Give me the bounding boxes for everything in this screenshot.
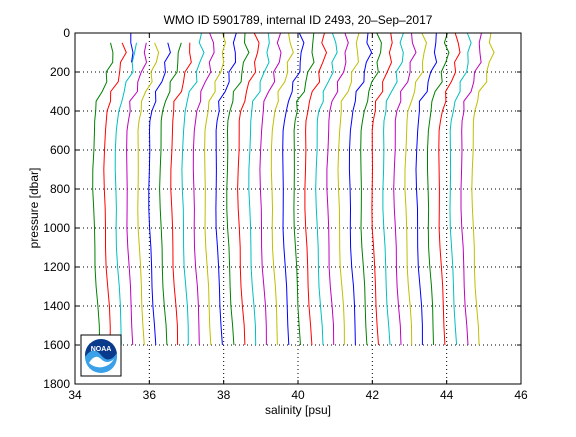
profile-line [438,32,461,346]
logo-text: NOAA [91,346,112,353]
profile-line [259,32,282,346]
profile-line [126,42,148,346]
ticks [74,32,522,385]
profile-line [103,42,127,346]
profile-line [404,32,428,346]
profile-line [304,32,328,346]
profile-line [360,32,382,346]
y-tick-label: 1000 [43,221,70,235]
profile-line [449,32,472,346]
profile-line [471,32,495,346]
y-tick-label: 1600 [43,338,70,352]
x-tick-labels: 34 36 38 40 42 44 46 [68,388,528,402]
y-tick-label: 400 [50,104,70,118]
x-tick-label: 46 [514,388,528,402]
profile-line [393,32,417,346]
profile-line [326,32,349,346]
x-tick-label: 38 [217,388,231,402]
profile-line [114,42,137,346]
profile-line [460,32,482,346]
chart-title: WMO ID 5901789, internal ID 2493, 20–Sep… [164,13,433,27]
grid [75,33,521,384]
y-tick-labels: 0 200 400 600 800 1000 1200 1400 1600 1800 [43,26,70,391]
profile-line [337,32,360,346]
y-tick-label: 1200 [43,260,70,274]
profile-line [282,32,305,346]
x-tick-label: 36 [143,388,157,402]
x-tick-label: 40 [291,388,305,402]
profile-line [148,42,171,346]
logo-gull [89,356,114,368]
x-tick-label: 44 [440,388,454,402]
profile-line [137,42,160,346]
profile-line [270,32,294,346]
profile-line [382,32,404,346]
profile-line [215,32,237,346]
profiles [92,32,495,346]
profile-line [204,32,227,346]
profile-line [348,32,373,346]
profile-line [159,42,182,346]
profile-line [170,42,192,346]
x-tick-label: 42 [366,388,380,402]
noaa-logo: NOAA [80,334,122,377]
profile-line [248,32,270,346]
profile-line-short [130,33,134,63]
profile-line [192,32,215,346]
profile-line [293,32,315,346]
profile-line [315,32,338,346]
profile-line [237,32,260,346]
y-tick-label: 600 [50,143,70,157]
profile-line [92,42,114,346]
y-tick-label: 1400 [43,299,70,313]
x-tick-label: 34 [68,388,82,402]
y-tick-label: 200 [50,65,70,79]
y-axis-label: pressure [dbar] [27,168,41,249]
y-tick-label: 800 [50,182,70,196]
x-axis-label: salinity [psu] [265,403,331,417]
profile-line [415,32,438,345]
profile-line [427,32,450,346]
y-tick-label: 0 [63,26,70,40]
profile-line [181,32,205,346]
profile-line [371,32,393,346]
y-tick-label: 1800 [43,377,70,391]
profile-line [226,32,250,346]
